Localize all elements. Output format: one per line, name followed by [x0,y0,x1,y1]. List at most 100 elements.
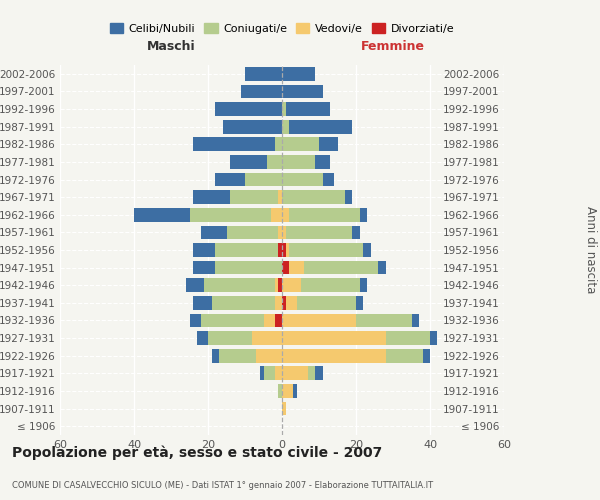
Bar [215,172,245,186]
Text: Maschi: Maschi [146,40,196,52]
Bar [308,366,316,380]
Bar [282,226,286,239]
Bar [422,349,430,362]
Bar [289,260,304,274]
Bar [289,243,364,257]
Bar [286,102,330,116]
Bar [282,296,286,310]
Legend: Celibi/Nubili, Coniugati/e, Vedovi/e, Divorziati/e: Celibi/Nubili, Coniugati/e, Vedovi/e, Di… [106,19,458,38]
Bar [282,208,289,222]
Bar [352,226,360,239]
Bar [200,314,263,328]
Bar [208,331,253,345]
Bar [360,208,367,222]
Bar [282,120,289,134]
Bar [304,260,378,274]
Bar [186,278,204,292]
Bar [212,296,275,310]
Bar [190,208,271,222]
Bar [282,84,323,98]
Bar [356,314,412,328]
Bar [282,243,286,257]
Bar [193,190,230,204]
Bar [193,138,275,151]
Bar [282,314,356,328]
Bar [275,314,282,328]
Bar [282,278,301,292]
Bar [360,278,367,292]
Bar [190,314,200,328]
Bar [212,349,219,362]
Bar [278,278,282,292]
Text: Femmine: Femmine [361,40,425,52]
Bar [134,208,190,222]
Bar [282,349,386,362]
Bar [316,366,323,380]
Text: COMUNE DI CASALVECCHIO SICULO (ME) - Dati ISTAT 1° gennaio 2007 - Elaborazione T: COMUNE DI CASALVECCHIO SICULO (ME) - Dat… [12,480,433,490]
Bar [301,278,360,292]
Bar [319,138,337,151]
Bar [260,366,263,380]
Bar [275,278,278,292]
Bar [282,67,316,80]
Bar [230,155,267,169]
Bar [412,314,419,328]
Bar [215,260,282,274]
Bar [282,260,289,274]
Bar [356,296,364,310]
Bar [378,260,386,274]
Text: Popolazione per età, sesso e stato civile - 2007: Popolazione per età, sesso e stato civil… [12,446,382,460]
Bar [275,138,282,151]
Bar [289,208,360,222]
Bar [430,331,437,345]
Bar [263,366,275,380]
Bar [293,384,297,398]
Bar [364,243,371,257]
Bar [286,243,289,257]
Bar [278,226,282,239]
Bar [282,172,323,186]
Bar [200,226,227,239]
Bar [278,384,282,398]
Bar [227,226,278,239]
Bar [241,84,282,98]
Bar [345,190,352,204]
Bar [278,190,282,204]
Bar [193,260,215,274]
Bar [282,155,316,169]
Bar [253,331,282,345]
Bar [282,384,293,398]
Bar [275,296,282,310]
Bar [386,349,422,362]
Bar [286,296,297,310]
Bar [263,314,275,328]
Bar [282,102,286,116]
Bar [282,190,345,204]
Bar [223,120,282,134]
Bar [267,155,282,169]
Bar [245,67,282,80]
Bar [316,155,330,169]
Text: Anni di nascita: Anni di nascita [584,206,597,294]
Bar [323,172,334,186]
Bar [215,243,278,257]
Bar [245,172,282,186]
Bar [297,296,356,310]
Bar [219,349,256,362]
Bar [275,366,282,380]
Bar [282,138,319,151]
Bar [282,402,286,415]
Bar [282,331,386,345]
Bar [278,243,282,257]
Bar [193,243,215,257]
Bar [286,226,352,239]
Bar [230,190,278,204]
Bar [204,278,275,292]
Bar [197,331,208,345]
Bar [256,349,282,362]
Bar [386,331,430,345]
Bar [271,208,282,222]
Bar [282,366,308,380]
Bar [289,120,352,134]
Bar [193,296,212,310]
